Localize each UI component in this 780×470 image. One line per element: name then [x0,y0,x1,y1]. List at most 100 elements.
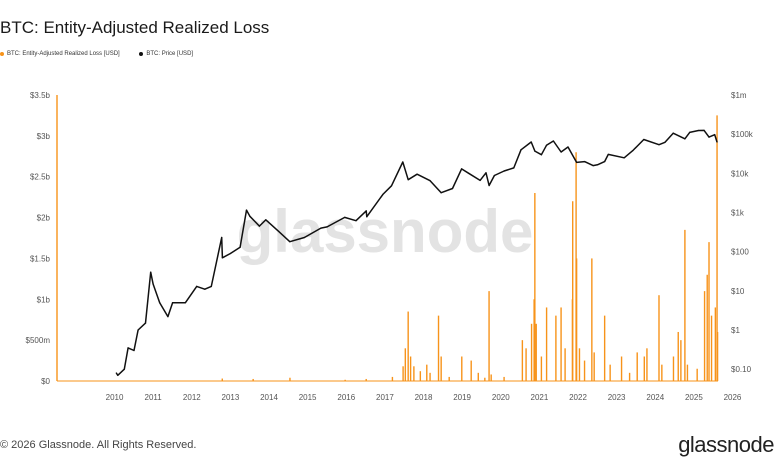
x-tick-label: 2018 [415,393,433,402]
price-point [567,146,569,148]
price-point [583,160,586,163]
price-point [658,144,660,146]
x-tick-label: 2012 [183,393,201,402]
right-tick-label: $100 [731,248,749,257]
price-point [560,151,562,153]
left-tick-label: $3.5b [30,91,51,100]
price-point [689,131,691,133]
x-tick-label: 2021 [531,393,549,402]
price-point [344,216,346,219]
price-point [382,193,384,196]
price-point [204,288,206,290]
price-point [127,347,129,349]
x-tick-label: 2017 [376,393,394,402]
price-point [365,210,367,212]
price-point [697,129,700,132]
price-point [607,153,609,156]
price-point [117,374,119,376]
chart-title: BTC: Entity-Adjusted Realized Loss [0,18,270,37]
price-point [604,160,606,163]
price-point [592,164,594,167]
price-point [451,187,454,190]
price-point [479,179,481,182]
left-tick-label: $3b [37,132,51,141]
glassnode-logo: glassnode [678,432,774,457]
x-tick-label: 2010 [106,393,124,402]
x-axis: 2010 2011 2012 2013 2014 2015 2016 2017 2018 2019… [106,393,742,402]
price-point [265,219,267,221]
price-point [407,179,409,181]
price-point [402,161,404,163]
price-point [150,271,152,273]
price-point [133,349,135,352]
price-point [429,180,431,182]
price-point [167,316,169,318]
right-tick-label: $1m [731,91,747,100]
price-point [184,302,186,304]
x-tick-label: 2025 [685,393,703,402]
price-point [493,174,495,177]
left-tick-label: $0 [41,377,50,386]
legend-label-realized-loss: BTC: Entity-Adjusted Realized Loss [USD] [7,51,120,57]
price-point [716,141,718,143]
price-point [664,141,666,143]
left-tick-label: $2b [37,214,51,223]
price-point [545,144,548,146]
price-point [488,184,490,187]
price-point [159,302,161,304]
x-tick-label: 2023 [608,393,626,402]
price-point [289,241,291,243]
chart-area[interactable]: glassnode $0 $500m $1b $1.5b $2b $2.5b $3b $3.5… [0,80,780,410]
price-point [320,227,322,229]
right-tick-label: $1 [731,326,740,335]
price-point [221,257,223,259]
price-point [366,216,368,218]
price-point [714,134,716,136]
x-tick-label: 2016 [337,393,355,402]
watermark: glassnode [237,198,534,265]
x-tick-label: 2011 [145,393,163,402]
left-tick-label: $1.5b [30,254,51,263]
x-tick-label: 2015 [299,393,317,402]
legend-swatch-price [139,52,144,56]
price-point [390,185,393,187]
left-tick-label: $2.5b [30,173,51,182]
price-point [210,285,212,287]
price-point [440,192,442,194]
x-tick-label: 2020 [492,393,510,402]
legend-item-realized-loss[interactable]: BTC: Entity-Adjusted Realized Loss [USD] [0,51,120,57]
price-point [196,285,198,287]
price-point [596,164,599,166]
price-point [137,329,139,331]
legend-label-price: BTC: Price [USD] [146,51,194,57]
price-point [171,302,174,304]
copyright-text: © 2026 Glassnode. All Rights Reserved. [0,439,197,451]
price-point [576,161,578,164]
legend-item-price[interactable]: BTC: Price [USD] [139,51,193,57]
price-line [115,129,718,377]
price-point [643,138,645,141]
left-tick-label: $1b [37,295,51,304]
price-point [152,283,154,285]
legend-swatch-realized-loss [0,52,4,56]
price-point [468,172,470,174]
price-point [503,170,505,172]
price-point [534,150,536,152]
price-point [221,236,223,239]
right-tick-label: $100k [731,130,754,139]
right-axis: $0.10 $1 $10 $100 $1k $10k $100k $1m [731,91,754,374]
x-tick-label: 2019 [453,393,471,402]
price-point [485,172,487,174]
price-point [530,141,532,143]
price-point [708,136,710,138]
price-point [632,150,634,152]
price-point [623,157,625,159]
x-tick-label: 2022 [569,393,587,402]
left-tick-label: $500m [26,336,51,345]
price-point [672,132,674,134]
left-axis: $0 $500m $1b $1.5b $2b $2.5b $3b $3.5b [26,91,51,386]
price-point [239,246,241,248]
series-layer [56,95,719,382]
price-point [326,226,328,228]
price-point [460,168,463,170]
